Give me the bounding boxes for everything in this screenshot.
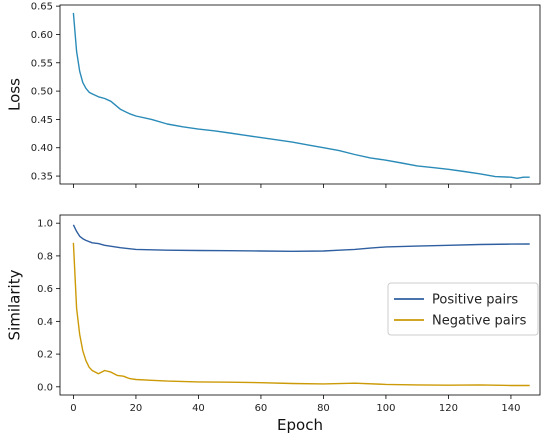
y-axis-title: Similarity bbox=[5, 269, 23, 340]
legend: Positive pairs Negative pairs bbox=[387, 282, 539, 336]
x-tick-label: 80 bbox=[317, 403, 330, 414]
x-tick-label: 20 bbox=[130, 403, 143, 414]
y-tick-label: 0.6 bbox=[37, 284, 53, 295]
positive-pairs-line bbox=[72, 224, 530, 253]
legend-label: Negative pairs bbox=[432, 314, 527, 329]
y-tick-label: 0.4 bbox=[37, 317, 53, 328]
y-tick-label: 0.2 bbox=[37, 350, 53, 361]
similarity-panel: 0.0 0.2 0.4 0.6 0.8 1.0 0 20 40 60 80 100 120 140 Simi… bbox=[5, 214, 541, 434]
legend-label: Positive pairs bbox=[432, 293, 518, 308]
y-tick-label: 0.60 bbox=[31, 30, 53, 41]
y-tick-label: 0.65 bbox=[31, 2, 53, 13]
x-tick-label: 60 bbox=[255, 403, 268, 414]
y-tick-label: 0.8 bbox=[37, 251, 53, 262]
x-tick-label: 40 bbox=[192, 403, 205, 414]
y-tick-label: 0.55 bbox=[31, 58, 53, 69]
plot-frame bbox=[59, 4, 541, 185]
x-tick-label: 120 bbox=[439, 403, 458, 414]
y-tick-label: 0.35 bbox=[31, 172, 53, 183]
x-tick-label: 0 bbox=[70, 403, 76, 414]
y-tick-label: 0.40 bbox=[31, 143, 53, 154]
y-tick-label: 0.50 bbox=[31, 87, 53, 98]
loss-line bbox=[72, 12, 530, 180]
y-axis-title: Loss bbox=[5, 78, 23, 111]
legend-box bbox=[387, 282, 539, 336]
x-tick-label: 100 bbox=[376, 403, 395, 414]
negative-pairs-line bbox=[72, 242, 530, 387]
x-tick-label: 140 bbox=[501, 403, 520, 414]
y-tick-label: 1.0 bbox=[37, 219, 53, 230]
loss-panel: 0.35 0.40 0.45 0.50 0.55 0.60 0.65 Loss bbox=[5, 2, 541, 188]
x-axis-title: Epoch bbox=[277, 416, 323, 434]
y-tick-label: 0.45 bbox=[31, 115, 53, 126]
plot-frame bbox=[59, 214, 541, 396]
y-tick-label: 0.0 bbox=[37, 382, 53, 393]
